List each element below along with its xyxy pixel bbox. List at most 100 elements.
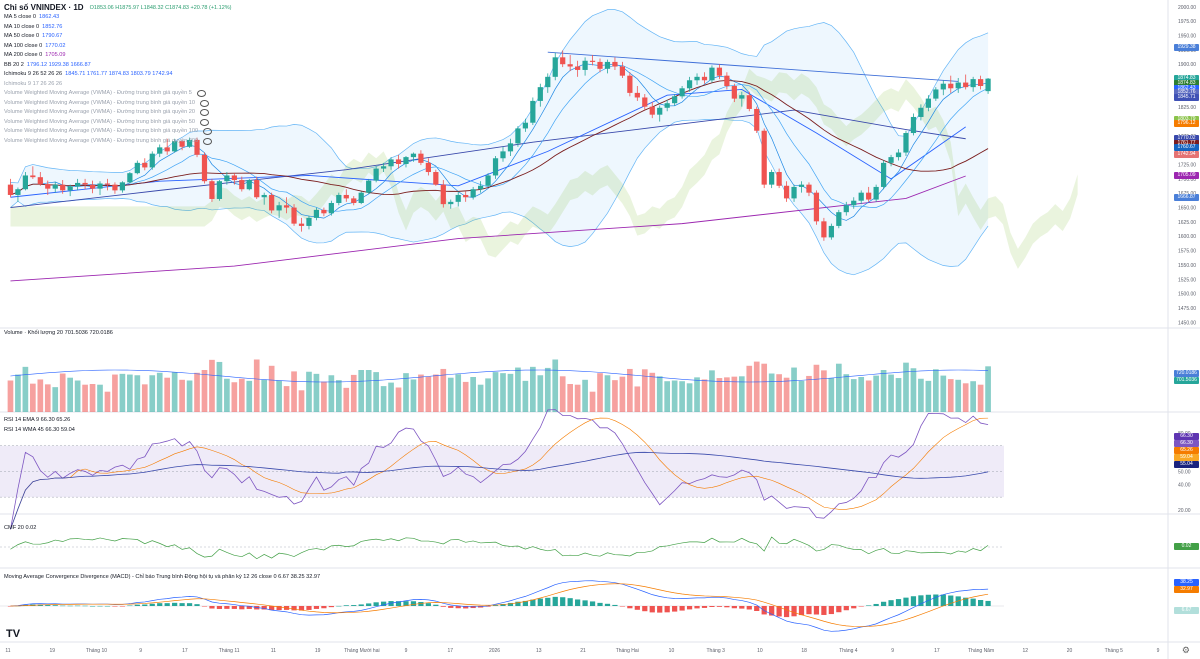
- volume-bar: [7, 380, 14, 412]
- ma5-line: [10, 63, 989, 221]
- volume-legend-text[interactable]: Volume · Khối lượng 20 701.5036 720.0186: [4, 330, 113, 337]
- macd-legend: Moving Average Convergence Divergence (M…: [4, 573, 320, 583]
- legend-row[interactable]: MA 10 close 0 1852.76: [4, 23, 212, 33]
- legend-row[interactable]: Ichimoku 9 26 52 26 26 1845.71 1761.77 18…: [4, 70, 212, 80]
- volume-bar: [112, 374, 118, 412]
- candle-body: [209, 181, 215, 199]
- candle-body: [798, 184, 805, 187]
- volume-bar: [597, 373, 603, 412]
- legend-row[interactable]: Volume Weighted Moving Average (VWMA) - …: [4, 137, 213, 147]
- volume-value-label: 701.5036: [1174, 376, 1199, 384]
- volume-bar: [298, 390, 305, 412]
- macd-histogram-bar: [694, 606, 700, 609]
- macd-histogram-bar: [343, 605, 349, 606]
- macd-histogram-bar: [679, 606, 685, 611]
- visibility-eye-icon[interactable]: [203, 137, 213, 145]
- macd-histogram-bar: [418, 601, 424, 606]
- volume-bar: [895, 378, 902, 412]
- macd-legend-text[interactable]: Moving Average Convergence Divergence (M…: [4, 574, 321, 581]
- x-tick-label: 21: [580, 648, 586, 654]
- price-value-label: 1929.38: [1174, 43, 1199, 51]
- volume-bar: [164, 377, 171, 412]
- visibility-eye-icon[interactable]: [199, 118, 209, 126]
- macd-histogram-bar: [246, 606, 252, 609]
- volume-bar: [933, 369, 939, 412]
- visibility-eye-icon[interactable]: [199, 99, 209, 107]
- volume-bar: [746, 365, 753, 412]
- legend-row[interactable]: BB 20 2 1796.12 1929.38 1666.87: [4, 61, 212, 71]
- volume-bar: [821, 370, 827, 412]
- x-tick-label: Tháng 5: [1105, 648, 1124, 654]
- macd-histogram-bar: [537, 598, 543, 606]
- candle-body: [701, 76, 708, 81]
- candle-body: [813, 192, 820, 222]
- macd-histogram-bar: [530, 599, 536, 606]
- visibility-eye-icon[interactable]: [203, 128, 213, 136]
- legend-row[interactable]: Volume Weighted Moving Average (VWMA) - …: [4, 108, 212, 118]
- x-tick-label: Tháng Hai: [616, 648, 639, 654]
- legend-row[interactable]: MA 100 close 0 1770.02: [4, 42, 212, 52]
- legend-row[interactable]: Volume Weighted Moving Average (VWMA) - …: [4, 99, 212, 109]
- volume-bar: [335, 380, 342, 412]
- macd-histogram-bar: [82, 605, 88, 607]
- candle-body: [515, 128, 521, 144]
- volume-bar: [15, 374, 21, 412]
- macd-histogram-bar: [515, 601, 521, 606]
- volume-bar: [67, 377, 73, 412]
- rsi-wma-legend-text[interactable]: RSI 14 WMA 45 66.30 59.04: [4, 426, 75, 433]
- legend-row[interactable]: Volume Weighted Moving Average (VWMA) - …: [4, 127, 213, 137]
- macd-histogram-bar: [239, 606, 245, 610]
- legend-row[interactable]: MA 200 close 0 1705.09: [4, 51, 212, 61]
- rsi-tick-label: 20.00: [1178, 508, 1191, 514]
- candle-body: [746, 95, 752, 109]
- ichimoku-base-line: [10, 79, 989, 196]
- volume-bar: [358, 370, 365, 412]
- volume-bar: [731, 376, 738, 412]
- volume-bar: [686, 383, 693, 412]
- volume-bar: [589, 391, 596, 412]
- candle-body: [164, 147, 170, 152]
- macd-histogram-bar: [328, 606, 334, 608]
- macd-histogram-bar: [67, 605, 73, 607]
- cmf-legend-text[interactable]: CMF 20 0.02: [4, 525, 37, 532]
- volume-bar: [238, 378, 245, 412]
- rsi-value-label: 66.30: [1174, 432, 1199, 440]
- macd-histogram-bar: [321, 606, 327, 609]
- volume-ma-line: [10, 369, 989, 383]
- macd-histogram-bar: [89, 605, 96, 607]
- legend-row[interactable]: Volume Weighted Moving Average (VWMA) - …: [4, 118, 212, 128]
- macd-histogram-bar: [75, 605, 81, 607]
- legend-row[interactable]: Ichimoku 9 17 26 26 26: [4, 80, 212, 90]
- macd-histogram-bar: [134, 604, 140, 606]
- visibility-eye-icon[interactable]: [199, 109, 209, 117]
- symbol-label[interactable]: Chỉ số VNINDEX · 1D: [4, 3, 84, 12]
- legend-row[interactable]: Volume Weighted Moving Average (VWMA) - …: [4, 89, 212, 99]
- volume-bar: [835, 363, 842, 412]
- volume-bar: [224, 378, 230, 412]
- volume-bar: [403, 373, 409, 412]
- candle-body: [179, 141, 185, 147]
- candle-body: [478, 185, 484, 190]
- rsi-ema-legend-text[interactable]: RSI 14 EMA 9 66.30 65.26: [4, 417, 71, 424]
- legend-row[interactable]: MA 5 close 0 1862.43: [4, 13, 212, 23]
- candle-body: [761, 130, 767, 185]
- price-value-label: 1796.12: [1174, 120, 1199, 128]
- candle-body: [828, 225, 834, 238]
- tradingview-logo[interactable]: TV: [6, 628, 21, 640]
- visibility-eye-icon[interactable]: [196, 90, 206, 98]
- volume-bar: [955, 379, 962, 412]
- price-tick-label: 1700.00: [1178, 177, 1196, 183]
- volume-bar: [37, 379, 44, 412]
- volume-bar: [104, 391, 111, 412]
- price-value-label: 1760.67: [1174, 144, 1199, 152]
- price-tick-label: 1625.00: [1178, 220, 1196, 226]
- macd-histogram-bar: [492, 605, 499, 606]
- candle-body: [612, 61, 618, 67]
- candle-body: [686, 80, 693, 89]
- settings-gear-icon[interactable]: ⚙: [1181, 645, 1190, 655]
- macd-histogram-bar: [851, 606, 857, 609]
- x-tick-label: 19: [315, 648, 321, 654]
- legend-row[interactable]: MA 50 close 0 1790.67: [4, 32, 212, 42]
- volume-bar: [261, 379, 268, 412]
- macd-histogram-bar: [560, 597, 566, 606]
